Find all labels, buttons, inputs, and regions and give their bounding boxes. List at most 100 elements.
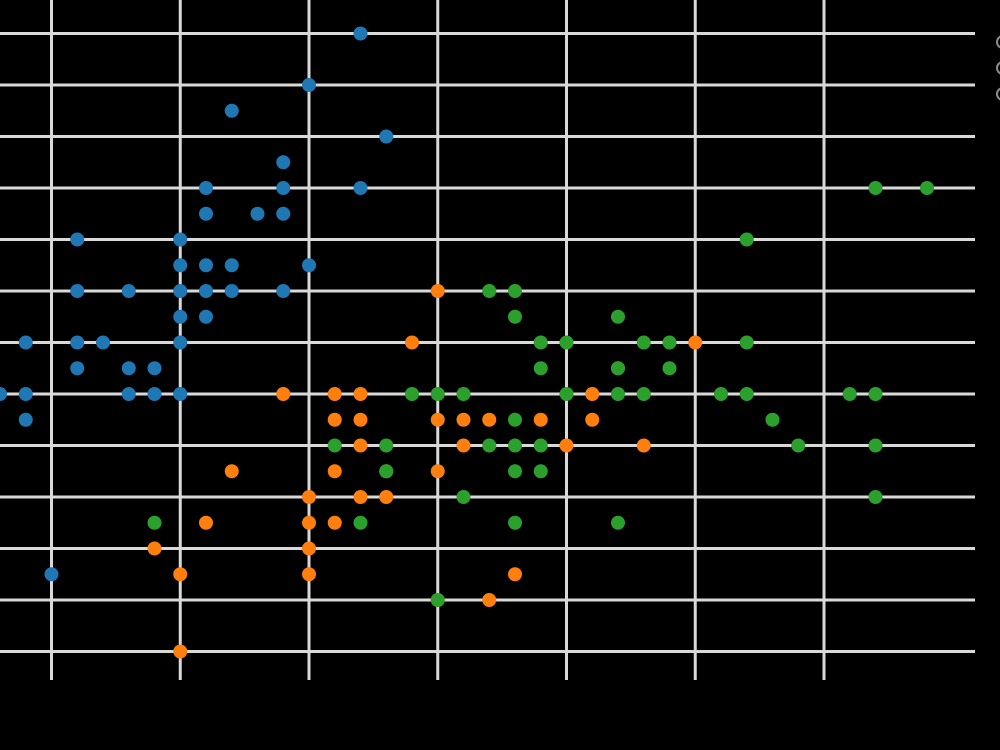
data-point — [276, 181, 291, 195]
data-point — [611, 309, 625, 324]
data-point — [379, 464, 394, 479]
data-point — [70, 284, 85, 298]
data-point — [302, 490, 316, 504]
data-point — [44, 567, 59, 582]
data-point — [559, 335, 574, 350]
data-point — [173, 309, 188, 324]
data-point — [199, 206, 213, 221]
data-point — [302, 78, 316, 92]
data-point — [327, 515, 342, 530]
data-point — [533, 438, 548, 453]
data-point — [379, 438, 394, 453]
data-point — [147, 541, 162, 556]
data-point — [224, 464, 239, 479]
data-point — [430, 464, 445, 479]
data-point — [327, 438, 342, 453]
data-point — [353, 26, 368, 41]
data-point — [173, 387, 188, 401]
data-point — [430, 387, 445, 401]
data-point — [765, 412, 780, 427]
data-point — [121, 284, 136, 298]
data-point — [147, 387, 162, 401]
data-point — [0, 387, 7, 401]
data-point — [430, 412, 445, 427]
data-point — [662, 335, 677, 350]
legend-marker — [996, 61, 1000, 75]
data-point — [379, 129, 394, 144]
data-point — [508, 412, 522, 427]
series-0 — [0, 26, 394, 582]
data-point — [508, 284, 522, 298]
data-point — [224, 103, 239, 118]
data-point — [327, 464, 342, 479]
data-point — [739, 387, 754, 401]
data-point — [456, 490, 471, 504]
data-point — [611, 515, 625, 530]
data-point — [70, 335, 85, 350]
data-point — [636, 387, 651, 401]
data-point — [96, 335, 110, 350]
data-point — [276, 206, 291, 221]
data-point — [121, 387, 136, 401]
data-point — [224, 258, 239, 273]
data-point — [173, 335, 188, 350]
data-point — [482, 593, 497, 607]
data-point — [585, 412, 600, 427]
data-point — [533, 464, 548, 479]
data-point — [173, 284, 188, 298]
data-point — [430, 284, 445, 298]
data-point — [482, 438, 497, 453]
series-2 — [147, 181, 934, 607]
data-point — [353, 438, 368, 453]
data-point — [405, 335, 419, 350]
data-point — [739, 335, 754, 350]
data-point — [636, 335, 651, 350]
data-point — [199, 284, 213, 298]
data-point — [302, 515, 316, 530]
data-point — [302, 258, 316, 273]
data-point — [533, 412, 548, 427]
data-point — [559, 438, 574, 453]
data-point — [302, 541, 316, 556]
data-point — [250, 206, 265, 221]
data-point — [508, 515, 522, 530]
data-point — [199, 515, 213, 530]
data-point — [353, 387, 368, 401]
data-point — [662, 361, 677, 376]
data-point — [456, 438, 471, 453]
data-point — [456, 387, 471, 401]
data-point — [276, 155, 291, 170]
data-point — [920, 181, 934, 195]
grid — [0, 0, 975, 680]
data-point — [121, 361, 136, 376]
data-point — [327, 387, 342, 401]
data-point — [18, 412, 33, 427]
data-point — [199, 181, 213, 195]
data-point — [353, 181, 368, 195]
data-point — [18, 387, 33, 401]
data-point — [353, 490, 368, 504]
data-point — [868, 438, 883, 453]
data-point — [688, 335, 703, 350]
data-point — [199, 309, 213, 324]
series-1 — [147, 284, 703, 659]
data-point — [173, 232, 188, 247]
data-point — [405, 387, 419, 401]
data-point — [147, 515, 162, 530]
data-point — [173, 567, 188, 582]
data-point — [302, 567, 316, 582]
data-point — [327, 412, 342, 427]
data-point — [636, 438, 651, 453]
data-point — [147, 361, 162, 376]
data-point — [353, 515, 368, 530]
data-point — [585, 387, 600, 401]
data-point — [70, 232, 85, 247]
data-point — [482, 412, 497, 427]
data-point — [508, 464, 522, 479]
data-point — [868, 387, 883, 401]
data-point — [173, 644, 188, 659]
data-point — [276, 284, 291, 298]
data-point — [842, 387, 857, 401]
data-point — [276, 387, 291, 401]
